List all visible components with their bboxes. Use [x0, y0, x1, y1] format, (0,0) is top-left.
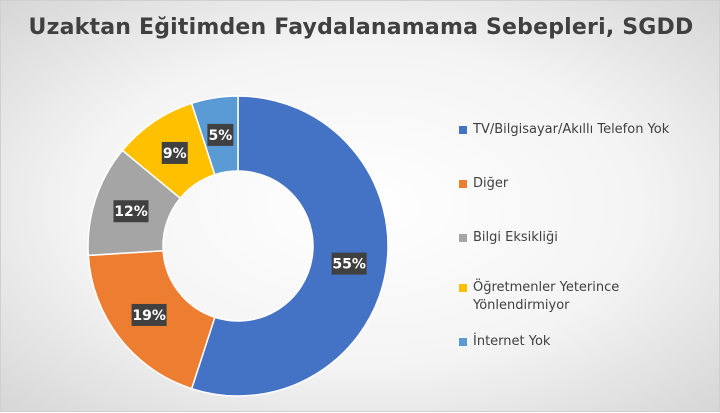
legend-label: TV/Bilgisayar/Akıllı Telefon Yok — [473, 122, 670, 137]
data-label-text: 5% — [209, 128, 233, 144]
legend-item: İnternet Yok — [459, 333, 709, 351]
data-label: 9% — [161, 141, 188, 164]
legend-item: Diğer — [459, 175, 709, 193]
legend-item: TV/Bilgisayar/Akıllı Telefon Yok — [459, 121, 709, 139]
legend-swatch — [459, 284, 467, 292]
legend-item: Öğretmenler Yeterince Yönlendirmiyor — [459, 279, 709, 315]
data-label-text: 55% — [332, 257, 366, 273]
legend-label: İnternet Yok — [473, 334, 551, 349]
data-label: 19% — [131, 303, 167, 326]
data-label: 55% — [331, 252, 367, 275]
data-label-box — [131, 303, 167, 326]
data-label: 5% — [207, 123, 234, 146]
legend-label: Öğretmenler Yeterince Yönlendirmiyor — [473, 280, 620, 313]
legend-item: Bilgi Eksikliği — [459, 229, 709, 247]
legend-swatch — [459, 338, 467, 346]
data-label: 12% — [113, 200, 149, 223]
data-label-box — [207, 123, 234, 146]
data-label-text: 12% — [114, 204, 148, 220]
legend-label: Bilgi Eksikliği — [473, 230, 558, 245]
data-label-text: 19% — [132, 308, 166, 324]
legend-swatch — [459, 180, 467, 188]
data-label-box — [113, 200, 149, 223]
legend-swatch — [459, 234, 467, 242]
donut-slice — [190, 95, 389, 397]
legend-label: Diğer — [473, 176, 509, 191]
data-label-text: 9% — [163, 146, 187, 162]
data-label-box — [331, 252, 367, 275]
chart-title: Uzaktan Eğitimden Faydalanamama Sebepler… — [28, 15, 694, 40]
data-label-box — [161, 141, 188, 164]
legend-swatch — [459, 126, 467, 134]
